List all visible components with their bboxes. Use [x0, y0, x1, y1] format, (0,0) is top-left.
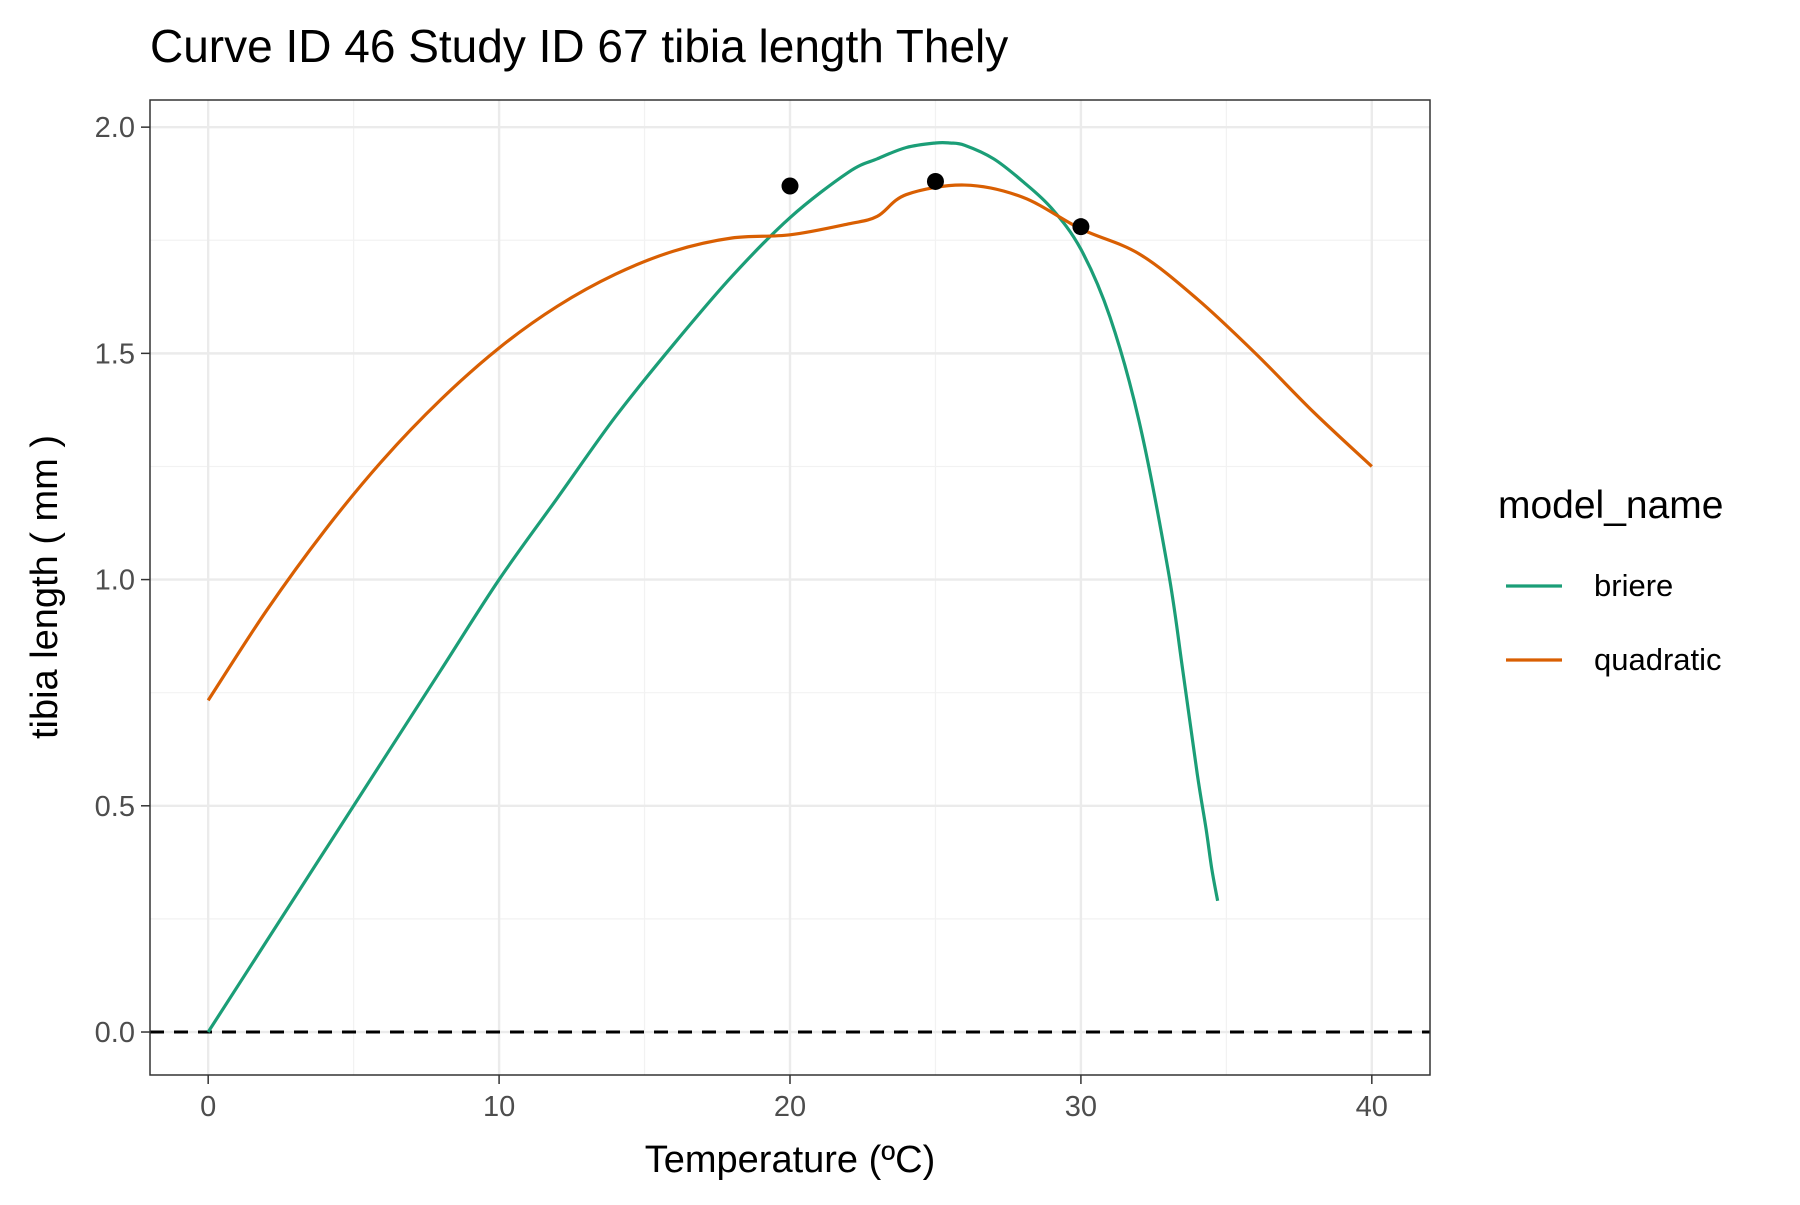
x-axis: 0 10 20 30 40 [200, 1075, 1388, 1123]
series-line-briere [206, 140, 1220, 1033]
legend-title: model_name [1498, 484, 1723, 527]
y-axis-label: tibia length ( mm ) [24, 435, 66, 739]
legend-label-quadratic: quadratic [1594, 642, 1722, 677]
series-line-quadratic [206, 183, 1373, 702]
legend-label-briere: briere [1594, 568, 1673, 603]
data-points [781, 172, 1090, 236]
series-lines [206, 140, 1373, 1033]
legend: model_name briere quadratic [1498, 484, 1723, 677]
x-tick-label: 10 [483, 1091, 515, 1123]
y-tick-label: 0.5 [95, 791, 135, 823]
y-tick-label: 2.0 [95, 112, 135, 144]
x-tick-label: 40 [1356, 1091, 1388, 1123]
data-point [781, 177, 799, 195]
x-axis-label: Temperature (ºC) [645, 1139, 936, 1181]
y-tick-label: 1.0 [95, 565, 135, 597]
x-tick-label: 0 [200, 1091, 216, 1123]
data-point [926, 172, 944, 190]
y-tick-label: 1.5 [95, 338, 135, 370]
x-tick-label: 30 [1065, 1091, 1097, 1123]
grid-lines [150, 100, 1430, 1075]
y-axis: 0.0 0.5 1.0 1.5 2.0 [95, 112, 150, 1049]
y-tick-label: 0.0 [95, 1017, 135, 1049]
x-tick-label: 20 [774, 1091, 806, 1123]
legend-items: briere quadratic [1506, 568, 1722, 677]
chart-title: Curve ID 46 Study ID 67 tibia length The… [150, 20, 1008, 72]
data-point [1072, 218, 1090, 236]
